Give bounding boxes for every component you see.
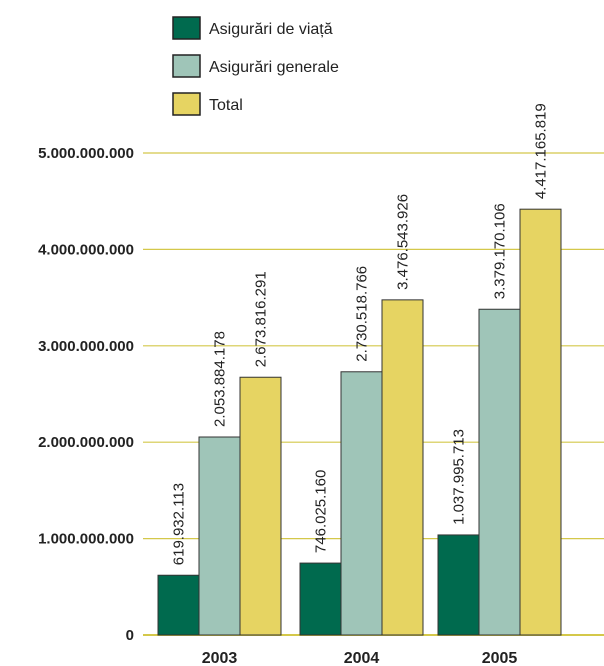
data-label: 1.037.995.713 [451,429,468,525]
legend: Asigurări de viață Asigurări generale Tota… [172,16,339,116]
data-label: 3.379.170.106 [492,203,509,299]
y-tick-label: 4.000.000.000 [38,241,134,258]
x-category-label: 2005 [482,650,518,666]
data-label: 746.025.160 [313,470,330,553]
bar [239,376,282,636]
bar [198,436,241,636]
legend-label: Total [209,97,243,114]
bar [381,299,424,636]
bar [519,208,562,636]
y-tick-label: 3.000.000.000 [38,338,134,355]
legend-swatch [172,54,201,78]
data-label: 3.476.543.926 [395,194,412,290]
bar [437,534,480,636]
bars [157,208,562,636]
data-label: 2.730.518.766 [354,266,371,362]
data-label: 2.673.816.291 [253,271,270,367]
bar [478,308,521,636]
y-tick-label: 5.000.000.000 [38,145,134,162]
data-label: 619.932.113 [171,483,188,565]
legend-label: Asigurări generale [209,59,339,76]
legend-label: Asigurări de viață [209,21,333,38]
legend-swatch [172,16,201,40]
data-labels: 619.932.113 2.053.884.178 2.673.816.291 746… [171,103,550,565]
y-tick-label: 2.000.000.000 [38,434,134,451]
y-tick-label: 1.000.000.000 [38,531,134,548]
x-category-label: 2004 [344,650,380,666]
x-category-label: 2003 [202,650,238,666]
bar [340,371,383,636]
x-axis-category-labels: 2003 2004 2005 [202,650,518,666]
legend-swatch [172,92,201,116]
bar [157,574,200,636]
bar [299,562,342,636]
data-label: 4.417.165.819 [533,103,550,199]
data-label: 2.053.884.178 [212,331,229,427]
y-axis-tick-labels: 0 1.000.000.000 2.000.000.000 3.000.000.000… [38,145,134,644]
y-tick-label: 0 [126,627,134,644]
